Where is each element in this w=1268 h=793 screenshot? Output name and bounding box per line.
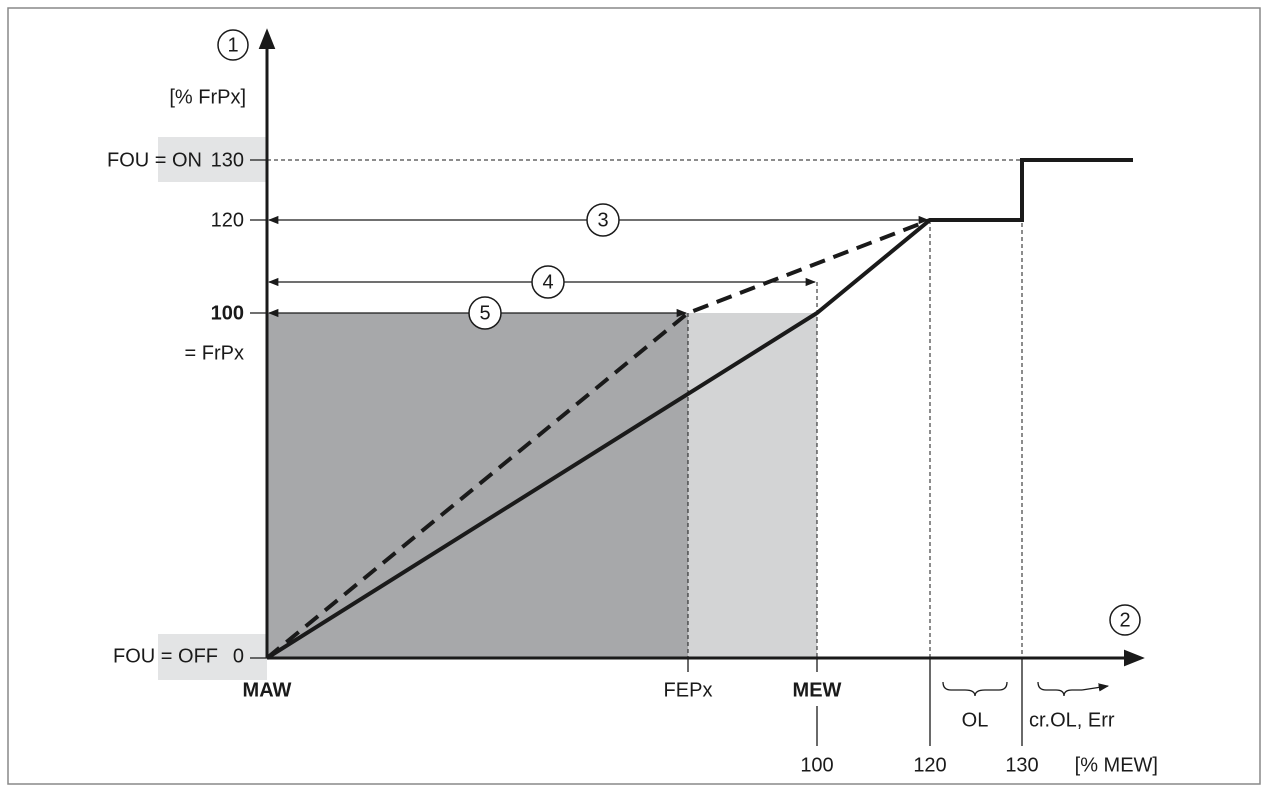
guides	[267, 159, 1023, 658]
y-unit: [% FrPx]	[169, 86, 246, 108]
area-4	[688, 313, 817, 658]
y-label: = FrPx	[185, 342, 244, 364]
off-box	[158, 634, 267, 680]
x-label: MEW	[793, 679, 842, 701]
y-label: FOU = ON	[107, 149, 202, 171]
x-label: OL	[962, 709, 989, 731]
marker-circle	[531, 265, 565, 299]
x-label: 100	[800, 754, 833, 776]
marker-circle	[1109, 604, 1141, 636]
x-label: 130	[1005, 754, 1038, 776]
marker-circle	[468, 296, 502, 330]
marker-label: 1	[227, 34, 238, 56]
y-label: 0	[233, 645, 244, 667]
x-unit: [% MEW]	[1075, 754, 1158, 776]
y-label: FOU = OFF	[113, 645, 218, 667]
y-label: 100	[211, 302, 244, 324]
y-label: 130	[211, 149, 244, 171]
marker-label: 2	[1119, 609, 1130, 631]
x-label: MAW	[243, 679, 292, 701]
solid-curve	[265, 158, 1133, 660]
braces	[942, 681, 1110, 697]
dashed-curve	[265, 218, 931, 660]
marker-label: 4	[542, 271, 553, 293]
ticks	[250, 159, 1023, 746]
y-label: 120	[211, 209, 244, 231]
x-label: FEPx	[664, 679, 713, 701]
x-label: 120	[913, 754, 946, 776]
marker-label: 3	[597, 209, 608, 231]
x-label: cr.OL, Err	[1029, 709, 1115, 731]
frame	[7, 7, 1261, 785]
on-box	[158, 137, 267, 182]
marker-circle	[217, 29, 249, 61]
marker-circle	[586, 203, 620, 237]
marker-label: 5	[479, 302, 490, 324]
